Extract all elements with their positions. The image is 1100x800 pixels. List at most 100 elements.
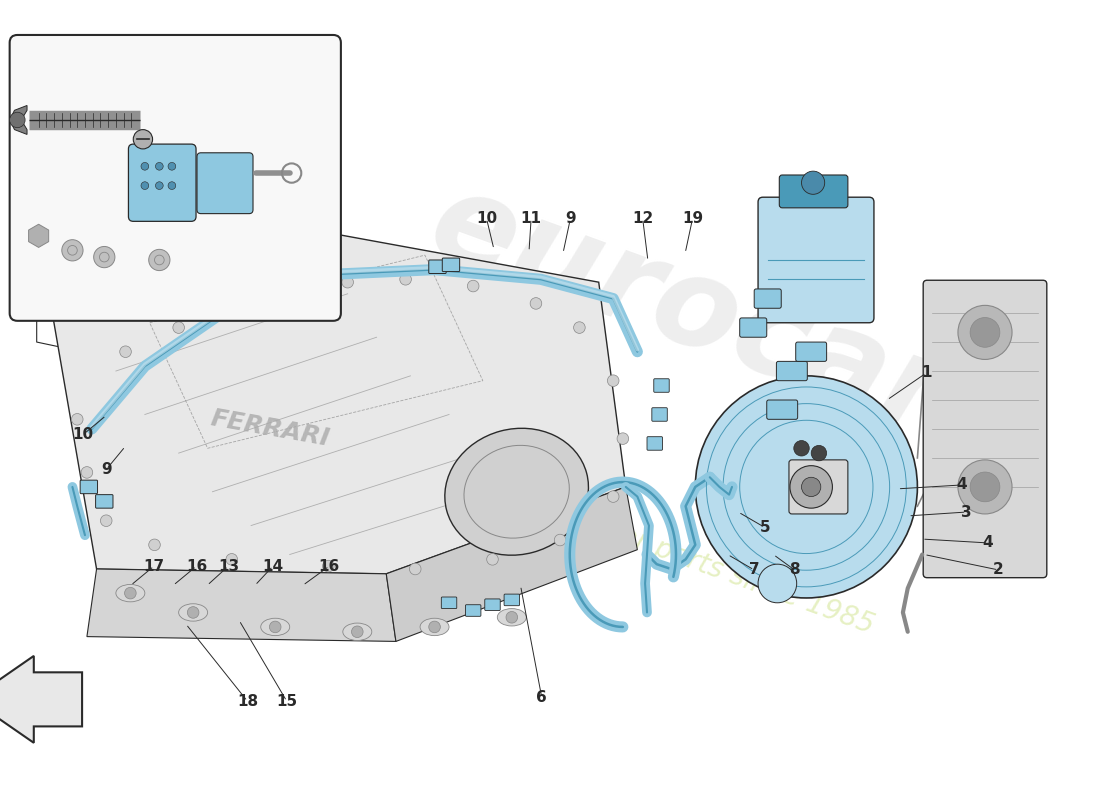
Circle shape [120,346,131,358]
Circle shape [794,441,810,456]
Polygon shape [87,569,396,642]
Circle shape [155,182,163,190]
Text: 14: 14 [263,558,284,574]
Circle shape [148,250,170,270]
Text: FERRARI: FERRARI [209,406,332,451]
FancyBboxPatch shape [429,260,447,274]
FancyBboxPatch shape [653,378,669,392]
Circle shape [148,539,161,550]
Text: 15: 15 [276,694,297,709]
FancyBboxPatch shape [96,494,113,508]
Text: 6: 6 [537,690,547,705]
FancyBboxPatch shape [10,35,341,321]
Text: 10: 10 [73,427,94,442]
FancyBboxPatch shape [739,318,767,338]
Text: 18: 18 [236,694,258,709]
Text: 4: 4 [982,535,993,550]
FancyBboxPatch shape [485,599,501,610]
Polygon shape [386,487,637,642]
Circle shape [62,240,82,261]
Text: a passion for parts since 1985: a passion for parts since 1985 [474,470,878,639]
Text: 12: 12 [632,211,653,226]
Circle shape [506,611,518,623]
Text: 3: 3 [961,505,972,519]
Text: 9: 9 [565,211,575,226]
Polygon shape [53,231,626,574]
Circle shape [409,563,421,574]
Text: eurocars: eurocars [415,161,1034,485]
Circle shape [270,621,280,633]
Circle shape [607,375,619,386]
Circle shape [958,460,1012,514]
Ellipse shape [178,604,208,621]
FancyBboxPatch shape [129,144,196,222]
Ellipse shape [444,428,588,555]
Circle shape [322,560,334,572]
Ellipse shape [343,623,372,641]
Circle shape [226,554,238,565]
FancyBboxPatch shape [767,400,798,419]
Text: 11: 11 [520,211,541,226]
FancyBboxPatch shape [652,408,668,422]
Circle shape [486,554,498,565]
Circle shape [352,626,363,638]
Circle shape [173,322,185,334]
Circle shape [141,162,149,170]
Text: 16: 16 [186,558,207,574]
Circle shape [802,171,825,194]
Circle shape [530,298,541,310]
Circle shape [617,433,629,445]
Text: 16: 16 [319,558,340,574]
Polygon shape [10,106,28,134]
Text: 17: 17 [143,558,165,574]
FancyBboxPatch shape [755,289,781,308]
FancyBboxPatch shape [197,153,253,214]
FancyBboxPatch shape [758,198,873,322]
Polygon shape [29,224,48,247]
FancyBboxPatch shape [80,480,98,494]
Circle shape [226,302,238,314]
Circle shape [72,414,82,425]
Circle shape [168,182,176,190]
Circle shape [802,478,821,497]
Circle shape [970,472,1000,502]
Text: 19: 19 [682,211,703,226]
Circle shape [758,564,796,602]
FancyBboxPatch shape [504,594,519,606]
Ellipse shape [261,618,289,636]
Circle shape [399,274,411,285]
Circle shape [124,587,136,599]
Circle shape [187,606,199,618]
Circle shape [133,130,153,149]
Circle shape [958,306,1012,359]
Circle shape [342,276,353,288]
Text: 8: 8 [790,562,800,578]
Circle shape [573,322,585,334]
Text: 1: 1 [921,366,932,381]
Circle shape [970,318,1000,347]
FancyBboxPatch shape [777,362,807,381]
Ellipse shape [420,618,449,636]
Circle shape [811,446,826,461]
Circle shape [554,534,565,546]
FancyBboxPatch shape [923,280,1047,578]
Ellipse shape [116,585,145,602]
Text: 4: 4 [956,478,967,493]
Circle shape [141,182,149,190]
Text: 2: 2 [993,562,1004,578]
Circle shape [790,466,833,508]
Circle shape [168,162,176,170]
Polygon shape [0,656,82,743]
FancyBboxPatch shape [465,605,481,616]
FancyBboxPatch shape [795,342,826,362]
FancyBboxPatch shape [441,597,456,609]
Text: 7: 7 [749,562,759,578]
FancyBboxPatch shape [779,175,848,208]
Text: 10: 10 [476,211,497,226]
Ellipse shape [497,609,526,626]
Circle shape [81,466,92,478]
FancyBboxPatch shape [647,437,662,450]
Circle shape [10,112,25,128]
FancyBboxPatch shape [789,460,848,514]
Circle shape [100,515,112,526]
